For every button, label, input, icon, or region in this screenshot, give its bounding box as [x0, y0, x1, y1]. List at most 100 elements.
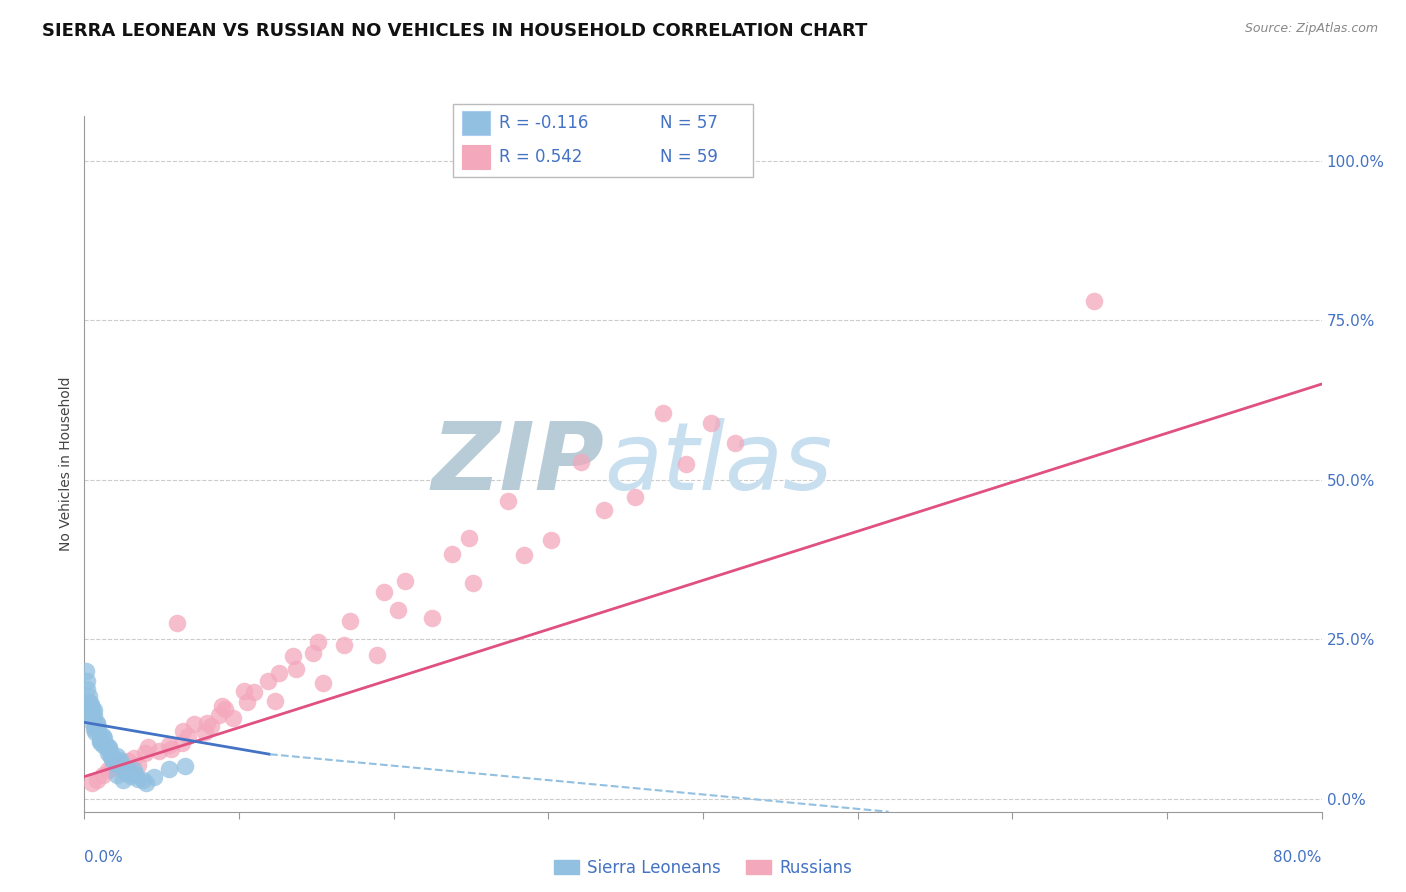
Point: [366, 648, 388, 663]
Point: [103, 756, 125, 770]
Point: [77, 689, 100, 703]
Point: [159, 738, 181, 752]
Point: [458, 531, 481, 545]
Point: [283, 648, 305, 663]
Point: [108, 755, 131, 769]
Text: Source: ZipAtlas.com: Source: ZipAtlas.com: [1244, 22, 1378, 36]
Point: [214, 702, 236, 716]
Point: [257, 673, 280, 688]
Point: [285, 662, 308, 676]
Point: [118, 764, 141, 778]
Point: [172, 724, 194, 739]
Point: [82, 715, 104, 730]
Point: [82, 701, 104, 715]
Text: 80.0%: 80.0%: [1274, 850, 1322, 865]
Point: [700, 416, 723, 430]
Point: [117, 754, 139, 768]
Point: [84, 725, 107, 739]
Point: [105, 767, 128, 781]
Point: [496, 494, 519, 508]
Point: [302, 647, 325, 661]
Point: [98, 742, 121, 756]
Point: [115, 765, 138, 780]
Point: [86, 772, 108, 787]
Point: [593, 503, 616, 517]
Point: [1083, 294, 1105, 309]
Point: [136, 740, 159, 755]
Point: [461, 576, 484, 591]
Point: [79, 698, 101, 712]
Point: [93, 731, 115, 746]
Point: [76, 673, 98, 688]
Point: [569, 455, 592, 469]
Point: [90, 734, 112, 748]
Point: [108, 753, 131, 767]
Point: [89, 732, 111, 747]
Point: [200, 719, 222, 733]
Point: [211, 699, 233, 714]
Point: [307, 635, 329, 649]
Point: [422, 611, 444, 625]
Point: [114, 761, 136, 775]
Point: [124, 767, 146, 781]
Point: [194, 725, 217, 739]
Text: SIERRA LEONEAN VS RUSSIAN NO VEHICLES IN HOUSEHOLD CORRELATION CHART: SIERRA LEONEAN VS RUSSIAN NO VEHICLES IN…: [42, 22, 868, 40]
Point: [86, 716, 108, 731]
Point: [101, 761, 124, 775]
Bar: [463, 145, 491, 169]
Point: [333, 638, 356, 652]
Text: ZIP: ZIP: [432, 417, 605, 510]
Point: [90, 731, 112, 746]
Text: atlas: atlas: [605, 418, 832, 509]
Point: [624, 490, 647, 504]
FancyBboxPatch shape: [453, 104, 754, 177]
Point: [107, 757, 129, 772]
Point: [91, 738, 114, 752]
Point: [339, 614, 361, 628]
Point: [101, 752, 124, 766]
Point: [89, 735, 111, 749]
Point: [97, 746, 120, 760]
Text: 0.0%: 0.0%: [84, 850, 124, 865]
Point: [269, 666, 291, 681]
Point: [675, 458, 697, 472]
Point: [75, 664, 97, 678]
Point: [97, 742, 120, 756]
Point: [117, 765, 139, 780]
Point: [160, 742, 183, 756]
Point: [236, 695, 259, 709]
Point: [128, 772, 150, 786]
Text: N = 59: N = 59: [661, 148, 718, 166]
Point: [311, 675, 333, 690]
Point: [143, 770, 166, 784]
Point: [82, 710, 104, 724]
Point: [110, 756, 132, 771]
Point: [195, 716, 218, 731]
Point: [159, 762, 181, 776]
Point: [87, 723, 110, 737]
Point: [170, 736, 193, 750]
Point: [243, 685, 266, 699]
Point: [232, 684, 254, 698]
Point: [91, 767, 114, 781]
Bar: [463, 111, 491, 136]
Point: [98, 740, 121, 755]
Point: [208, 707, 231, 722]
Point: [120, 769, 142, 783]
Point: [83, 708, 105, 723]
Point: [112, 773, 135, 788]
Point: [86, 717, 108, 731]
Point: [122, 763, 145, 777]
Text: N = 57: N = 57: [661, 114, 718, 132]
Point: [373, 584, 395, 599]
Point: [148, 744, 170, 758]
Point: [222, 711, 245, 725]
Point: [79, 706, 101, 720]
Point: [540, 533, 562, 548]
Point: [263, 694, 285, 708]
Point: [122, 751, 145, 765]
Point: [128, 758, 150, 772]
Point: [94, 739, 117, 753]
Point: [93, 736, 115, 750]
Point: [183, 716, 205, 731]
